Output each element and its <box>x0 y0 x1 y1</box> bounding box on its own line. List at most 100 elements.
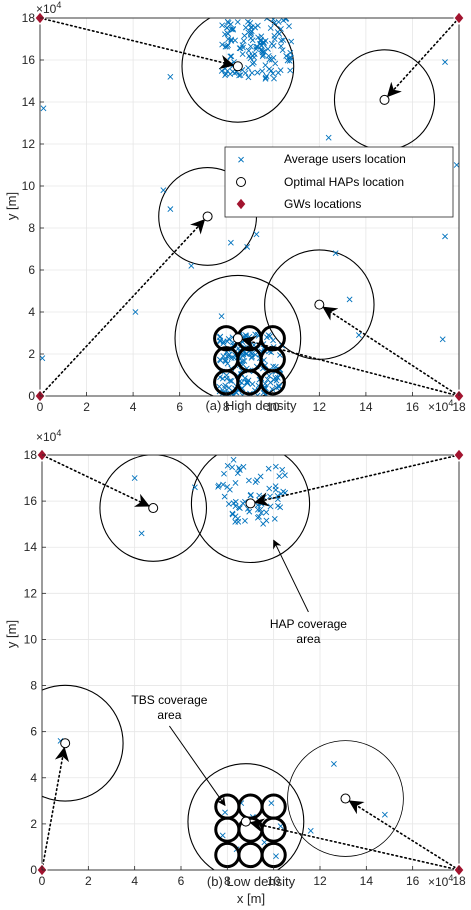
x-tick-label: 14 <box>359 400 373 414</box>
tbs-coverage-circle <box>259 325 286 352</box>
y-tick-label: 4 <box>30 771 37 785</box>
y-tick-label: 8 <box>28 221 35 235</box>
user-marker <box>286 23 292 30</box>
user-marker <box>259 53 266 60</box>
user-marker <box>244 243 251 250</box>
user-marker <box>287 49 294 56</box>
user-marker <box>229 464 236 471</box>
user-marker <box>219 41 226 48</box>
user-marker <box>278 43 284 50</box>
y-exponent-b: ×104 <box>36 428 61 444</box>
user-marker <box>222 357 229 363</box>
user-marker <box>40 105 47 112</box>
user-marker <box>224 360 231 367</box>
user-marker <box>245 74 252 81</box>
user-marker <box>248 354 255 361</box>
panel-low-density: (b) Low density x [m] y [m] ×104 ×104 0 2… <box>4 428 466 906</box>
user-marker <box>269 70 276 77</box>
user-marker <box>439 336 446 343</box>
user-marker <box>253 43 260 50</box>
x-tick-label: 10 <box>266 400 280 414</box>
user-marker <box>252 351 259 358</box>
user-marker <box>264 334 270 341</box>
user-marker <box>252 479 259 486</box>
annotation-text: HAP coverage <box>270 617 347 631</box>
user-marker <box>254 69 261 76</box>
x-tick-label: 12 <box>313 874 327 888</box>
user-marker <box>230 25 236 32</box>
user-marker <box>275 502 281 509</box>
user-marker <box>221 384 228 391</box>
user-marker <box>249 61 256 67</box>
x-tick-label: 14 <box>360 874 374 888</box>
user-marker <box>269 386 276 393</box>
user-marker <box>272 374 279 381</box>
user-marker <box>253 46 260 52</box>
caption-b: (b) Low density <box>207 874 296 889</box>
y-tick-label: 18 <box>22 11 36 25</box>
user-marker <box>224 462 231 469</box>
x-tick-label: 16 <box>406 400 420 414</box>
tbs-coverage-circle <box>259 346 286 373</box>
hap-marker <box>240 816 251 827</box>
user-marker <box>236 45 243 52</box>
user-marker <box>224 483 231 490</box>
legend-marker-haps <box>236 177 246 187</box>
user-marker <box>236 504 242 511</box>
panel-high-density: (a) High density y [m] ×104 ×104 × Avera… <box>4 0 466 414</box>
user-marker <box>270 18 277 23</box>
user-marker <box>346 296 353 303</box>
y-tick-label: 0 <box>28 389 35 403</box>
user-marker <box>240 353 246 360</box>
hap-marker <box>232 61 243 72</box>
axes-box-b <box>41 454 460 871</box>
x-tick-label: 0 <box>39 874 46 888</box>
annotation-text: area <box>157 708 181 722</box>
y-tick-label: 12 <box>24 586 38 600</box>
user-marker <box>222 809 228 816</box>
user-marker <box>228 378 235 384</box>
user-marker <box>271 75 277 82</box>
user-marker <box>225 19 232 26</box>
legend-marker-gw <box>235 197 247 211</box>
gw-hap-link <box>241 335 459 396</box>
user-marker <box>191 484 198 491</box>
x-tick-label: 8 <box>223 400 230 414</box>
user-marker <box>272 60 279 67</box>
user-marker <box>265 45 271 52</box>
user-marker <box>279 466 286 473</box>
hap-marker <box>245 498 256 509</box>
user-marker <box>228 37 235 44</box>
user-marker <box>225 30 231 37</box>
user-marker <box>225 352 232 359</box>
hap-coverage-circle <box>42 684 124 802</box>
y-tick-label: 6 <box>28 263 35 277</box>
user-marker <box>265 52 272 59</box>
user-marker <box>442 59 448 66</box>
user-marker <box>236 72 243 79</box>
user-marker <box>232 513 239 520</box>
user-marker <box>242 24 249 31</box>
user-marker <box>236 467 243 473</box>
x-exponent-a: ×104 <box>428 398 453 414</box>
user-marker <box>132 309 139 315</box>
user-marker <box>167 73 174 80</box>
user-marker <box>278 37 285 44</box>
user-marker <box>242 70 249 76</box>
user-marker <box>227 239 234 246</box>
user-marker <box>330 761 337 767</box>
hap-coverage-circle <box>99 455 208 562</box>
user-marker <box>249 69 255 76</box>
user-marker <box>219 22 226 29</box>
legend-label-gw: GWs locations <box>284 197 361 211</box>
user-marker <box>258 509 265 516</box>
user-marker <box>219 832 226 839</box>
x-tick-label: 18 <box>452 874 466 888</box>
user-marker <box>283 18 290 22</box>
user-marker <box>262 74 269 81</box>
user-marker <box>267 503 274 510</box>
gw-hap-link <box>253 455 459 507</box>
user-marker <box>221 493 228 500</box>
user-marker <box>224 338 231 345</box>
